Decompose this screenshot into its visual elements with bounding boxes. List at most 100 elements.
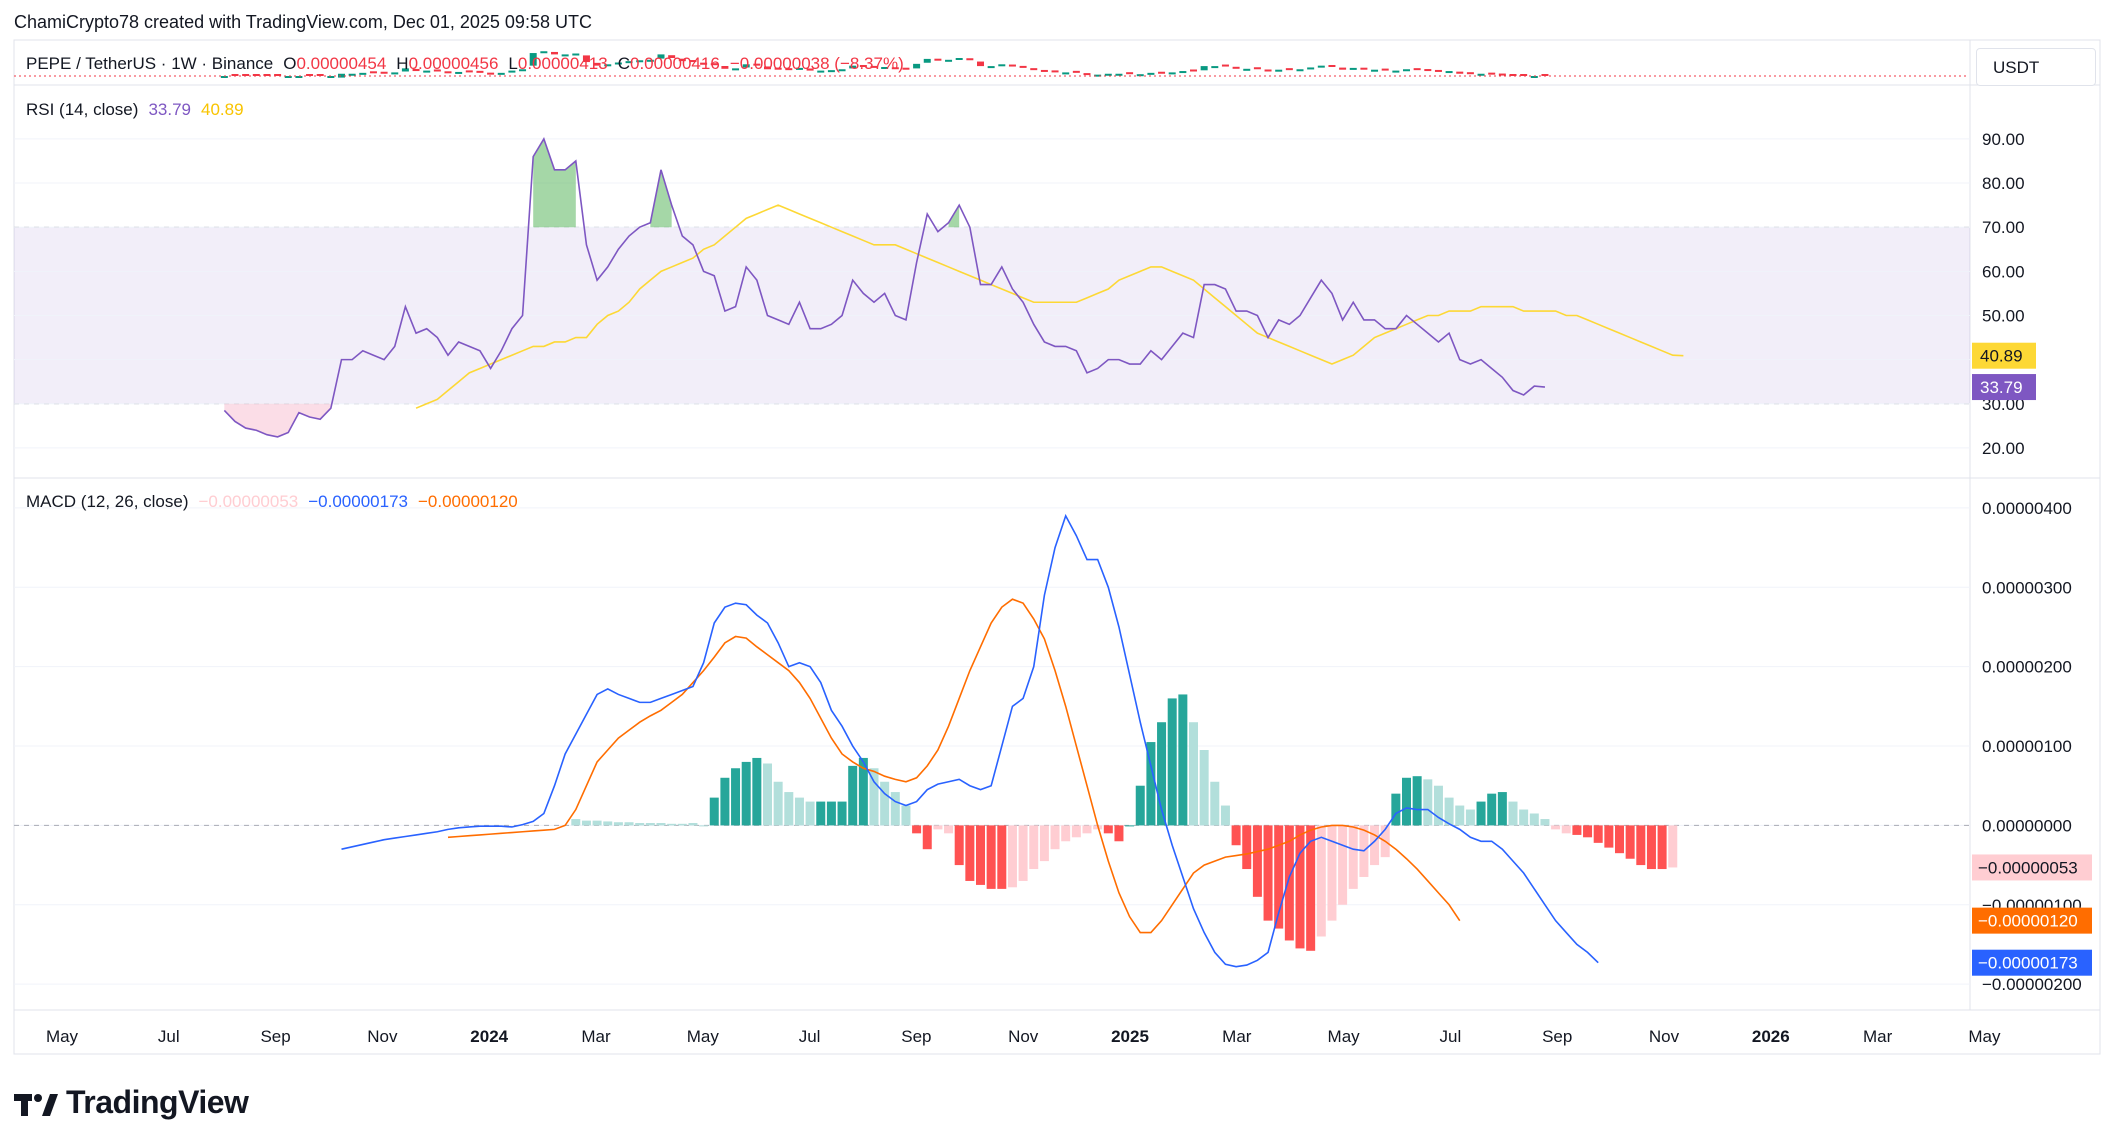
macd-histogram-bar <box>922 825 932 850</box>
chart-frame <box>13 39 2101 1055</box>
time-axis-label: Nov <box>1649 1027 1680 1046</box>
time-axis-label: Sep <box>901 1027 931 1046</box>
rsi-oversold-fill <box>224 403 331 437</box>
price-candle <box>870 65 878 68</box>
price-candle <box>1221 64 1229 67</box>
price-candle <box>934 58 942 61</box>
macd-histogram-bar <box>1604 825 1614 848</box>
macd-histogram-bar <box>1242 825 1252 870</box>
close-value: 0.00000416 <box>629 54 720 73</box>
time-axis-label: Jul <box>1440 1027 1462 1046</box>
price-candle <box>1520 74 1528 76</box>
macd-histogram-bar <box>933 825 943 830</box>
macd-histogram-bar <box>1497 792 1507 826</box>
rsi-last-badge <box>1972 374 2036 401</box>
macd-histogram-bar <box>1529 813 1539 826</box>
macd-histogram-bar <box>763 763 772 826</box>
price-candle <box>742 64 750 68</box>
macd-histogram-bar <box>1412 776 1422 826</box>
price-candle <box>242 74 250 76</box>
macd-histogram-bar <box>858 757 868 826</box>
macd-hist-last-label: −0.00000053 <box>1978 858 2078 877</box>
macd-histogram-bar <box>826 801 836 826</box>
macd-histogram-bar <box>773 781 783 826</box>
price-candle <box>1104 73 1112 76</box>
rsi-ma-last-label: 40.89 <box>1980 347 2023 366</box>
price-candle <box>710 63 718 66</box>
price-candle <box>1541 74 1549 76</box>
price-candle <box>380 71 388 74</box>
brand-name: TradingView <box>66 1084 249 1120</box>
price-candle <box>1008 64 1016 67</box>
rsi-tick-label: 20.00 <box>1982 439 2025 458</box>
macd-title[interactable]: MACD (12, 26, close) <box>26 492 189 511</box>
rsi-tick-label: 80.00 <box>1982 174 2025 193</box>
macd-histogram-bar <box>709 797 719 826</box>
macd-histogram-bar <box>1263 825 1273 921</box>
price-candle <box>1040 69 1048 72</box>
macd-histogram-bar <box>1114 825 1124 842</box>
price-candle <box>764 66 771 70</box>
macd-last-label: −0.00000173 <box>1978 954 2078 973</box>
macd-histogram-bar <box>1465 809 1475 826</box>
price-candle <box>774 67 782 70</box>
price-candle <box>1232 66 1240 69</box>
rsi-line <box>223 137 1546 438</box>
currency-button[interactable]: USDT <box>1976 48 2096 86</box>
macd-histogram-bar <box>1189 722 1198 826</box>
macd-histogram-bar <box>613 822 623 826</box>
price-candle <box>455 71 463 74</box>
macd-histogram-bar <box>901 805 911 826</box>
price-candle <box>913 63 921 69</box>
close-label: C <box>617 54 630 73</box>
macd-histogram-bar <box>944 825 954 834</box>
price-candle <box>284 76 292 78</box>
symbol-title[interactable]: PEPE / TetherUS · 1W · Binance <box>26 54 274 73</box>
price-candle <box>625 61 633 64</box>
macd-histogram-bar <box>976 825 985 885</box>
price-candle <box>1392 70 1400 73</box>
macd-histogram-bar <box>741 761 751 826</box>
price-candle <box>1349 67 1357 70</box>
macd-histogram-bar <box>1039 825 1049 862</box>
time-axis-label: Nov <box>1008 1027 1039 1046</box>
rsi-title[interactable]: RSI (14, close) <box>26 100 139 119</box>
macd-histogram-bar <box>1625 825 1635 859</box>
rsi-legend: RSI (14, close) 33.79 40.89 <box>26 100 254 120</box>
macd-histogram-bar <box>890 792 900 826</box>
macd-tick-label: 0.00000000 <box>1982 816 2072 835</box>
price-candle <box>668 55 676 58</box>
price-candle <box>1445 71 1453 74</box>
macd-histogram-bar <box>581 820 591 826</box>
macd-histogram-bar <box>1583 825 1593 838</box>
tradingview-logo[interactable]: TradingView <box>14 1084 249 1121</box>
high-value: 0.00000456 <box>408 54 499 73</box>
rsi-value: 33.79 <box>148 100 191 119</box>
macd-histogram-bar <box>1476 801 1486 826</box>
time-axis-label: May <box>1328 1027 1361 1046</box>
macd-histogram-bar <box>869 768 879 826</box>
price-candle <box>1275 69 1283 72</box>
macd-histogram-bar <box>1551 825 1561 830</box>
price-candle <box>1530 76 1538 78</box>
price-candle <box>369 71 377 74</box>
price-candle <box>1360 67 1368 70</box>
price-candle <box>529 53 537 66</box>
price-legend: PEPE / TetherUS · 1W · Binance O0.0000045… <box>26 54 914 74</box>
price-candle <box>465 70 473 73</box>
macd-histogram-bar <box>731 768 741 826</box>
macd-histogram-bar <box>1519 809 1529 826</box>
price-candle <box>593 62 601 66</box>
price-candle <box>678 58 686 62</box>
macd-histogram-bar <box>1636 825 1646 866</box>
macd-histogram-bar <box>1327 825 1337 921</box>
macd-histogram-bar <box>848 765 858 826</box>
macd-histogram-bar <box>1220 805 1230 826</box>
macd-histogram-bar <box>1018 825 1028 881</box>
macd-histogram-bar <box>1423 779 1433 826</box>
price-candle <box>1264 69 1272 72</box>
rsi-last-label: 33.79 <box>1980 378 2023 397</box>
price-candle <box>316 74 324 76</box>
price-candle <box>859 65 867 67</box>
macd-histogram-bar <box>1646 825 1656 870</box>
